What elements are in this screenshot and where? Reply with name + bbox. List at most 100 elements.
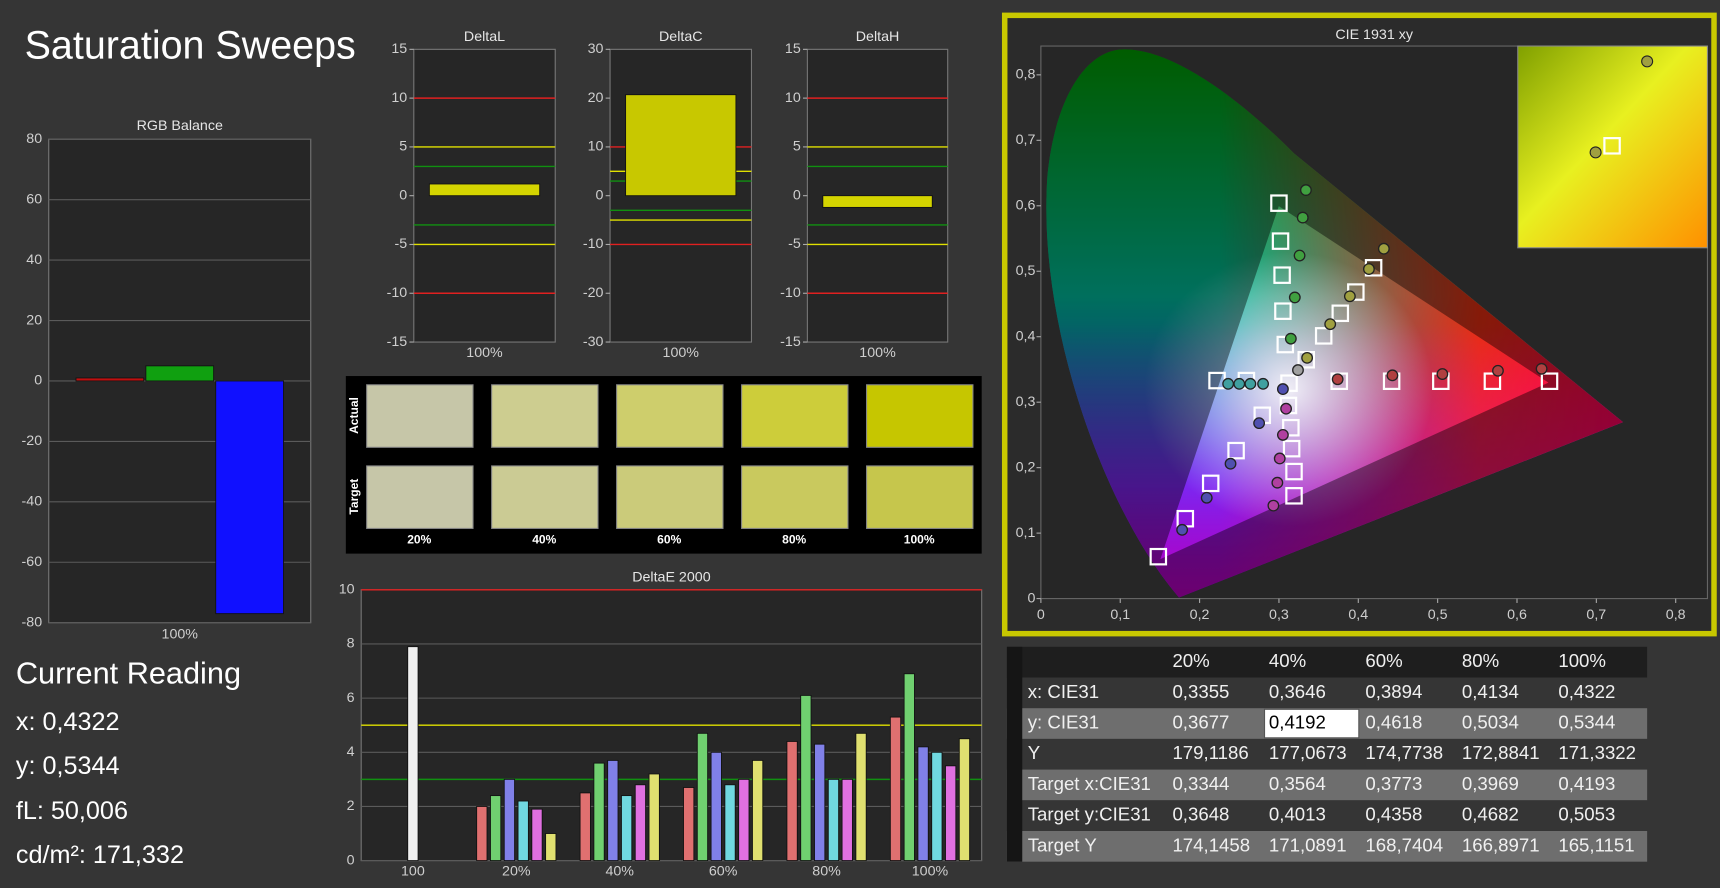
- measured-point: [1273, 452, 1286, 465]
- y-tick-label: 15: [391, 41, 407, 57]
- zoom-inset: [1517, 45, 1708, 249]
- y-tick-label: 30: [588, 41, 604, 57]
- swatch: [866, 384, 974, 448]
- bar: [958, 738, 971, 862]
- y-tick-label: -10: [780, 285, 801, 301]
- bar: [503, 778, 516, 862]
- y-tick-label: 0: [34, 373, 42, 389]
- table-header-bg: [1006, 646, 1648, 678]
- y-tick-label: 0,4: [1016, 328, 1036, 344]
- x-tick-label: 100: [401, 863, 425, 879]
- table-cell: 0,4322: [1558, 681, 1615, 702]
- y-tick-label: 0,7: [1016, 132, 1036, 148]
- table-cell: 0,4013: [1269, 804, 1326, 825]
- y-tick-label: -15: [387, 334, 408, 350]
- table-row-bg: [1006, 677, 1648, 709]
- table-cell: 165,1151: [1558, 834, 1634, 855]
- measured-point: [1535, 362, 1548, 375]
- y-tick-label: 0: [347, 852, 355, 868]
- measured-point: [1363, 263, 1375, 275]
- column-header: 80%: [1462, 650, 1499, 671]
- target-point: [1285, 487, 1303, 505]
- measured-point: [1300, 184, 1312, 196]
- bar: [903, 673, 915, 862]
- target-point: [1540, 372, 1559, 391]
- bar: [738, 778, 750, 862]
- table-cell: 179,1186: [1172, 742, 1248, 763]
- swatch: [741, 465, 849, 529]
- y-tick-label: 10: [785, 90, 801, 106]
- column-label: 100%: [904, 533, 935, 547]
- target-point: [1331, 304, 1350, 323]
- table-cell: 0,4134: [1462, 681, 1519, 702]
- x-tick-label: 0,8: [1666, 607, 1686, 623]
- table-cell: 0,4618: [1365, 711, 1422, 732]
- bar: [696, 732, 709, 862]
- bar: [814, 743, 826, 862]
- y-tick-label: 2: [347, 798, 355, 814]
- y-tick-label: -20: [583, 285, 604, 301]
- y-tick-label: 0,6: [1016, 198, 1036, 214]
- bar: [827, 778, 840, 862]
- bar: [607, 759, 619, 862]
- measured-point: [1280, 402, 1293, 415]
- y-tick-label: -5: [788, 236, 801, 252]
- table-row-bg: [1006, 769, 1648, 801]
- target-point: [1273, 266, 1291, 284]
- x-tick-label: 60%: [709, 863, 738, 879]
- y-tick-label: 6: [347, 690, 355, 706]
- reading-line: x: 0,4322: [16, 708, 120, 736]
- y-tick-label: 10: [588, 139, 604, 155]
- x-tick-label: 0,6: [1507, 607, 1527, 623]
- measured-point: [1296, 211, 1309, 224]
- row-label: Target Y: [1028, 834, 1098, 855]
- measured-point: [1253, 417, 1266, 430]
- x-tick-label: 0,5: [1428, 607, 1448, 623]
- target-point: [1227, 441, 1245, 460]
- column-header: 40%: [1269, 650, 1306, 671]
- table-cell: 171,3322: [1558, 742, 1636, 763]
- measured-point: [1244, 377, 1257, 390]
- x-tick-label: 80%: [812, 863, 841, 879]
- target-point: [1282, 439, 1301, 458]
- inset-target: [1603, 137, 1621, 155]
- table-cell: 0,3355: [1172, 681, 1229, 702]
- bar: [579, 792, 591, 862]
- measured-point: [1386, 369, 1399, 382]
- row-label: Actual: [347, 397, 361, 434]
- bar: [683, 787, 695, 862]
- chart-title: DeltaC: [659, 29, 703, 45]
- bar: [75, 377, 145, 382]
- x-tick-label: 20%: [502, 863, 531, 879]
- bar: [855, 732, 867, 862]
- x-tick-label: 100%: [162, 627, 199, 643]
- table-cell: 0,4192: [1269, 711, 1326, 732]
- selected-cell: [1263, 708, 1360, 739]
- bar: [634, 784, 647, 862]
- row-label: Target x:CIE31: [1028, 773, 1151, 794]
- swatch: [741, 384, 849, 448]
- reading-line: y: 0,5344: [16, 752, 120, 780]
- bar: [648, 773, 660, 862]
- bar: [917, 746, 929, 862]
- y-tick-label: 80: [26, 131, 42, 147]
- y-tick-label: 20: [26, 312, 42, 328]
- bar: [710, 751, 722, 862]
- column-header: 60%: [1365, 650, 1402, 671]
- measured-point: [1176, 523, 1189, 536]
- x-tick-label: 0,7: [1586, 607, 1606, 623]
- measured-point: [1331, 373, 1344, 386]
- y-tick-label: 60: [26, 191, 42, 207]
- inset-background: [1517, 45, 1708, 249]
- swatch: [866, 465, 974, 529]
- measured-point: [1288, 291, 1301, 304]
- bar: [841, 778, 853, 862]
- inset-point: [1641, 55, 1654, 68]
- table-row-bg: [1006, 738, 1648, 770]
- measured-point: [1492, 364, 1504, 377]
- y-tick-label: 8: [347, 636, 355, 652]
- measured-point: [1222, 377, 1235, 390]
- table-cell: 0,3969: [1462, 773, 1519, 794]
- bar: [545, 833, 557, 862]
